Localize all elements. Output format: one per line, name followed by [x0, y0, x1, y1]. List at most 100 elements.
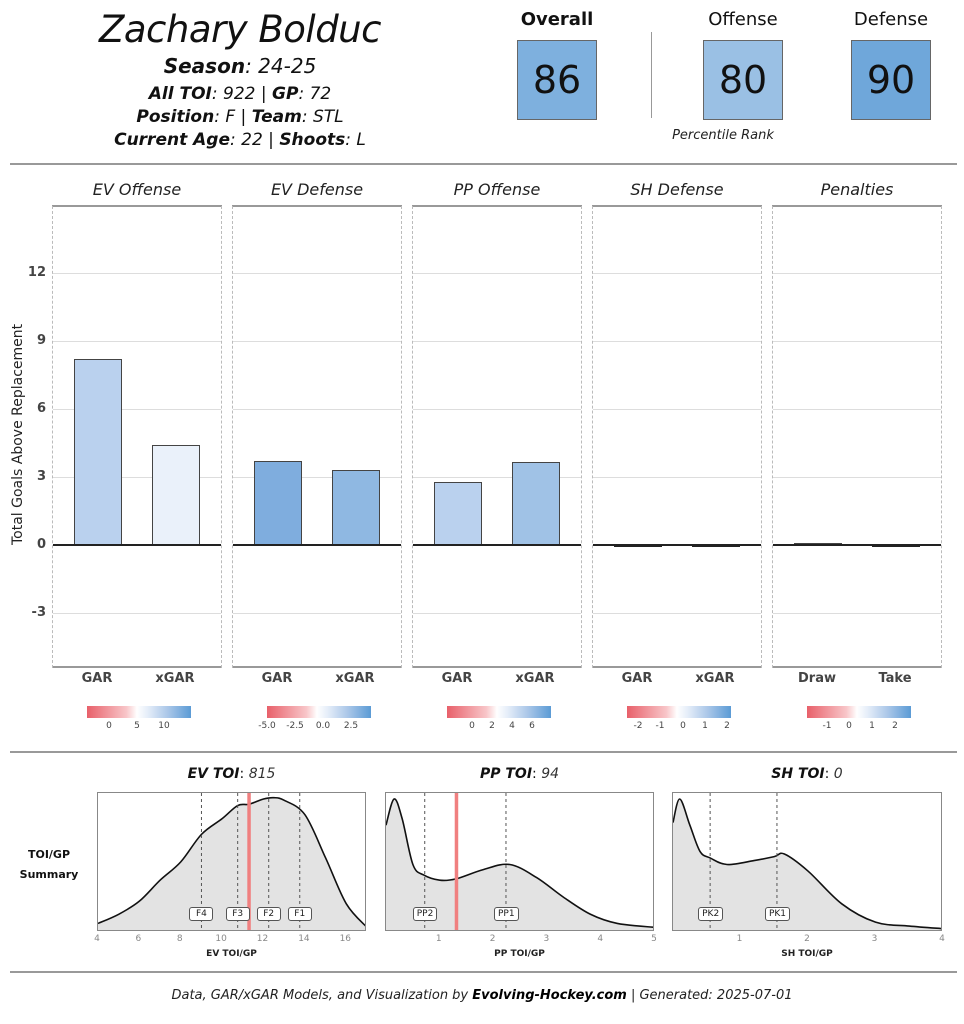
separator: | — [268, 130, 274, 150]
overall-rank-box: 86 — [517, 40, 597, 120]
density-area — [386, 798, 653, 930]
legend-tick: 0 — [680, 721, 686, 731]
y-tick: 3 — [36, 468, 46, 484]
legend-tick: 2.5 — [343, 721, 359, 731]
zero-line — [413, 544, 581, 546]
season-value: 24-25 — [258, 54, 317, 78]
facet-panel — [52, 206, 222, 668]
legend-tick: 0.0 — [315, 721, 331, 731]
grid-line — [233, 340, 401, 342]
legend-tick: 2 — [724, 721, 730, 731]
legend-tick: 1 — [869, 721, 875, 731]
panel-axis — [233, 666, 401, 668]
age-value: 22 — [241, 130, 263, 150]
legend-tick: -5.0 — [258, 721, 276, 731]
all-toi-label: All TOI — [148, 84, 212, 104]
grid-line — [53, 476, 221, 478]
density-x-tick: 12 — [256, 934, 269, 944]
density-x-tick: 2 — [489, 934, 496, 944]
zero-line — [53, 544, 221, 546]
grid-line — [413, 408, 581, 410]
facet-strip — [772, 205, 942, 207]
color-scale-legend — [807, 706, 911, 718]
offense-rank-label: Offense — [708, 9, 778, 30]
density-x-label: EV TOI/GP — [206, 949, 257, 959]
density-x-tick: 4 — [597, 934, 604, 944]
legend-tick: 0 — [846, 721, 852, 731]
density-x-tick: 3 — [543, 934, 550, 944]
grid-line — [413, 272, 581, 274]
zero-line — [593, 544, 761, 546]
season-label: Season — [163, 54, 246, 78]
density-x-tick: 1 — [736, 934, 743, 944]
footer-divider — [10, 971, 957, 973]
density-x-tick: 4 — [939, 934, 945, 944]
y-axis-label: Total Goals Above Replacement — [10, 323, 26, 545]
density-x-tick: 3 — [871, 934, 878, 944]
density-title-value: 94 — [541, 766, 560, 782]
grid-line — [413, 613, 581, 614]
toi-gp-info: All TOI: 922 | GP: 72 — [148, 84, 332, 104]
grid-line — [593, 613, 761, 614]
grid-line — [233, 272, 401, 274]
legend-tick: 4 — [509, 721, 515, 731]
density-plot: F4 F3 F2 F1 — [97, 792, 366, 931]
gar-bar — [512, 462, 560, 545]
density-x-tick: 1 — [435, 934, 442, 944]
density-x-tick: 8 — [176, 934, 183, 944]
density-x-label: PP TOI/GP — [494, 949, 545, 959]
panel-axis — [413, 666, 581, 668]
reference-marker-label: PK1 — [764, 907, 790, 921]
header-divider — [10, 163, 957, 165]
legend-tick: 10 — [158, 721, 170, 731]
density-x-tick: 10 — [215, 934, 227, 944]
position-team-info: Position: F | Team: STL — [136, 107, 344, 127]
grid-line — [233, 408, 401, 410]
density-title-label: SH TOI — [771, 766, 825, 782]
team-value: STL — [312, 107, 344, 127]
season-info: Season: 24-25 — [163, 54, 317, 78]
percentile-rank-caption: Percentile Rank — [672, 128, 774, 143]
grid-line — [773, 272, 941, 274]
color-scale-legend — [627, 706, 731, 718]
grid-line — [53, 408, 221, 410]
legend-tick: 2 — [892, 721, 898, 731]
grid-line — [593, 340, 761, 342]
side-label-line2: Summary — [19, 868, 79, 881]
density-x-tick: 5 — [651, 934, 657, 944]
reference-marker-label: F3 — [225, 907, 250, 921]
side-label-line1: TOI/GP — [27, 848, 71, 861]
x-category-label: GAR — [621, 671, 653, 686]
reference-marker-label: F1 — [287, 907, 312, 921]
reference-marker-label: F4 — [189, 907, 214, 921]
age-label: Current Age — [114, 130, 230, 150]
facet-strip — [232, 205, 402, 207]
y-tick: 12 — [27, 264, 46, 280]
panel-axis — [593, 666, 761, 668]
color-scale-legend — [267, 706, 371, 718]
density-x-tick: 6 — [135, 934, 142, 944]
legend-tick: 5 — [134, 721, 140, 731]
density-x-tick: 4 — [94, 934, 100, 944]
legend-tick: 6 — [529, 721, 535, 731]
x-category-label: Take — [878, 671, 912, 686]
density-x-tick: 2 — [804, 934, 810, 944]
density-area — [98, 797, 365, 930]
reference-marker-label: PK2 — [698, 907, 724, 921]
density-title-label: EV TOI — [187, 766, 240, 782]
density-area — [673, 798, 941, 930]
legend-tick: -2.5 — [286, 721, 304, 731]
facet-strip — [52, 205, 222, 207]
gar-bar — [254, 461, 302, 545]
gar-bar — [152, 445, 200, 545]
x-category-label: GAR — [441, 671, 473, 686]
legend-tick: 0 — [106, 721, 112, 731]
age-shoots-info: Current Age: 22 | Shoots: L — [114, 130, 366, 150]
legend-tick: -1 — [822, 721, 832, 731]
y-tick: 6 — [36, 400, 46, 416]
color-scale-legend — [447, 706, 551, 718]
reference-marker-label: PP1 — [493, 907, 519, 921]
facet-title: Penalties — [820, 180, 894, 199]
gar-bar — [332, 470, 380, 545]
density-title: EV TOI: 815 — [187, 766, 276, 782]
